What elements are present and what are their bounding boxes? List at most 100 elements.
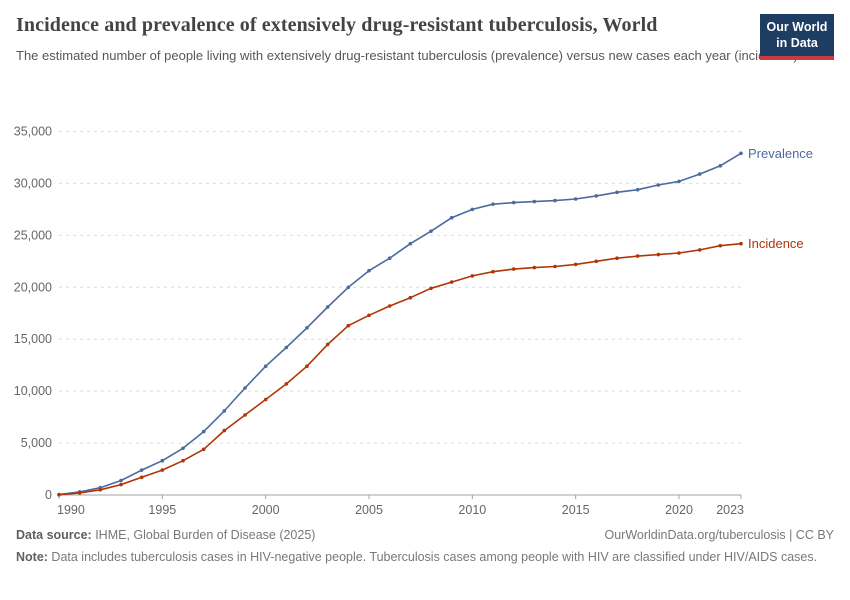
series-point[interactable] [677,179,681,184]
series-point[interactable] [553,264,557,269]
series-point[interactable] [305,364,309,368]
series-point[interactable] [346,323,351,328]
series-point[interactable] [511,200,516,205]
series-point[interactable] [697,172,702,176]
series-point[interactable] [449,280,454,284]
owid-logo-line1: Our World [766,20,828,34]
series-point[interactable] [243,413,247,417]
series-point[interactable] [718,243,723,248]
series-point[interactable] [573,262,578,267]
note-label: Note: [16,550,48,564]
series-point[interactable] [491,202,495,206]
y-tick-label: 25,000 [14,228,52,242]
series-point[interactable] [305,326,309,330]
series-point[interactable] [387,304,392,308]
series-point[interactable] [470,274,475,278]
series-point[interactable] [635,187,640,192]
series-point[interactable] [573,197,578,201]
series-point[interactable] [243,386,247,390]
series-point[interactable] [77,491,82,495]
y-tick-label: 15,000 [14,332,52,346]
line-chart: 0 5,000 10,000 15,000 20,000 25,000 30,000 35,0… [0,125,850,520]
y-tick-label: 0 [45,488,52,502]
owid-logo-line2: in Data [776,35,818,50]
series-point[interactable] [284,345,289,350]
series-point[interactable] [57,492,61,497]
y-tick-label: 10,000 [14,384,52,398]
series-point[interactable] [181,446,185,451]
series-point[interactable] [201,447,206,452]
chart-svg: 0 5,000 10,000 15,000 20,000 25,000 30,000 35,0… [14,125,813,518]
series-point[interactable] [656,183,661,187]
series-point[interactable] [429,229,433,233]
series-point[interactable] [181,458,185,463]
series-point[interactable] [160,468,165,472]
series-point[interactable] [739,151,743,156]
series-point[interactable] [739,241,743,246]
series-point[interactable] [201,429,206,434]
series-point[interactable] [139,468,144,472]
x-tick-label: 2020 [665,503,693,517]
y-tick-label: 20,000 [14,280,52,294]
series-point[interactable] [119,482,123,487]
series-point[interactable] [429,286,433,291]
x-tick-label: 1995 [148,503,176,517]
series-point[interactable] [470,207,475,212]
chart-header: Incidence and prevalence of extensively … [16,12,834,66]
series-point[interactable] [367,268,371,273]
series-point[interactable] [222,409,227,413]
series-point[interactable] [160,458,165,463]
series-point[interactable] [553,198,557,203]
x-tick-label: 2010 [458,503,486,517]
series-point[interactable] [491,269,495,274]
series-point[interactable] [367,313,371,318]
note-text: Data includes tuberculosis cases in HIV-… [47,550,818,564]
y-tick-label: 5,000 [21,436,52,450]
series-point[interactable] [594,259,599,264]
series-point[interactable] [615,190,619,195]
series-point[interactable] [718,164,723,168]
series-point[interactable] [697,248,702,252]
x-tick-label: 1990 [57,503,85,517]
series-point[interactable] [532,199,537,204]
series-point[interactable] [511,267,516,271]
series-point[interactable] [532,265,537,270]
series-line-prevalence[interactable] [58,152,742,496]
owid-cc-link[interactable]: OurWorldinData.org/tuberculosis | CC BY [604,528,835,542]
series-point[interactable] [346,285,351,290]
series-point[interactable] [408,241,413,246]
series-point[interactable] [635,254,640,258]
data-source-label: Data source: [16,528,92,542]
series-point[interactable] [139,475,144,480]
series-point[interactable] [263,364,268,368]
series-point[interactable] [449,215,454,220]
page-title: Incidence and prevalence of extensively … [16,14,658,36]
series-point[interactable] [119,478,123,483]
series-point[interactable] [325,305,330,309]
series-point[interactable] [98,488,103,492]
series-label-incidence[interactable]: Incidence [748,236,804,251]
chart-note: Note: Data includes tuberculosis cases i… [16,548,834,566]
series-point[interactable] [284,382,289,386]
series-point[interactable] [677,251,681,255]
series-point[interactable] [408,295,413,300]
series-point[interactable] [656,252,661,257]
x-tick-label: 2000 [252,503,280,517]
series-point[interactable] [387,256,392,260]
y-tick-label: 35,000 [14,125,52,139]
series-point[interactable] [222,428,227,433]
series-point[interactable] [263,397,268,402]
series-point[interactable] [594,194,599,198]
series-point[interactable] [615,256,619,260]
series-label-prevalence[interactable]: Prevalence [748,146,813,161]
owid-logo[interactable]: Our World in Data [760,14,834,61]
x-tick-label: 2015 [562,503,590,517]
series-line-incidence[interactable] [58,242,742,496]
y-tick-label: 30,000 [14,176,52,190]
chart-subtitle: The estimated number of people living wi… [16,48,802,63]
series-point[interactable] [325,342,330,347]
data-source: Data source: IHME, Global Burden of Dise… [16,528,315,542]
x-tick-label: 2023 [716,503,744,517]
data-source-text: IHME, Global Burden of Disease (2025) [91,528,316,542]
